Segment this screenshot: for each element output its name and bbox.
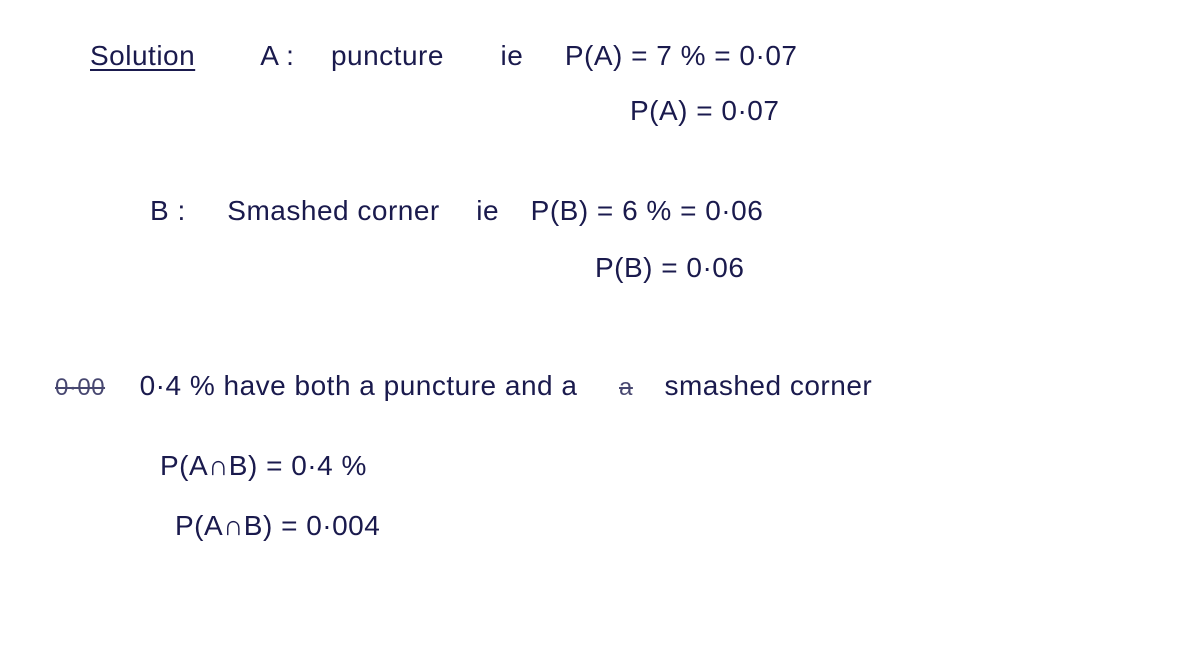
line-6: P(A∩B) = 0·4 % (160, 450, 367, 482)
ie-1: ie (501, 40, 524, 71)
both-text-b: smashed corner (664, 370, 872, 401)
line-5: 0·00 0·4 % have both a puncture and a a … (55, 370, 872, 402)
heading-solution: Solution (90, 40, 195, 71)
event-a-desc: puncture (331, 40, 444, 71)
line-7: P(A∩B) = 0·004 (175, 510, 380, 542)
scratch-2: a (619, 374, 633, 401)
line-4: P(B) = 0·06 (595, 252, 744, 284)
event-b-desc: Smashed corner (227, 195, 439, 226)
prob-ab-eq1: P(A∩B) = 0·4 % (160, 450, 367, 481)
ie-2: ie (476, 195, 499, 226)
prob-b-eq1: P(B) = 6 % = 0·06 (531, 195, 764, 226)
prob-a-eq2: P(A) = 0·07 (630, 95, 779, 126)
line-2: P(A) = 0·07 (630, 95, 779, 127)
prob-b-eq2: P(B) = 0·06 (595, 252, 744, 283)
line-1: Solution A : puncture ie P(A) = 7 % = 0·… (90, 40, 797, 72)
prob-a-eq1: P(A) = 7 % = 0·07 (565, 40, 798, 71)
scratch-1: 0·00 (55, 374, 105, 401)
event-b-label: B : (150, 195, 186, 226)
event-a-label: A : (260, 40, 294, 71)
handwritten-solution: Solution A : puncture ie P(A) = 7 % = 0·… (0, 0, 1200, 669)
prob-ab-eq2: P(A∩B) = 0·004 (175, 510, 380, 541)
line-3: B : Smashed corner ie P(B) = 6 % = 0·06 (150, 195, 763, 227)
both-text-a: 0·4 % have both a puncture and a (140, 370, 578, 401)
